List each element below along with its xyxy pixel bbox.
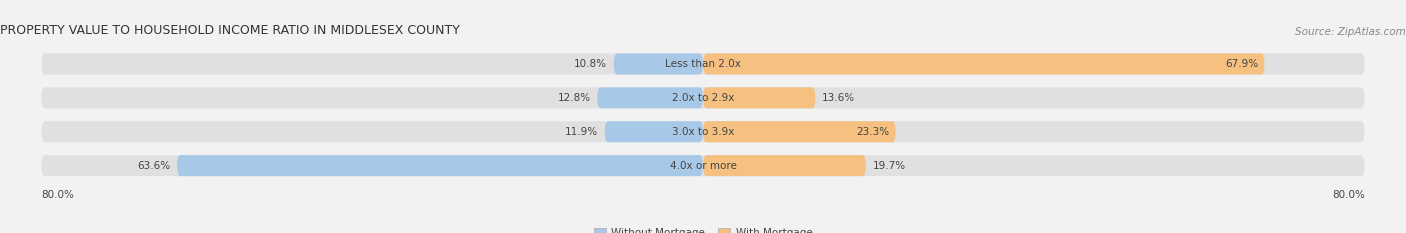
FancyBboxPatch shape	[703, 155, 866, 176]
Text: 10.8%: 10.8%	[574, 59, 607, 69]
FancyBboxPatch shape	[41, 53, 1365, 75]
FancyBboxPatch shape	[41, 87, 1365, 108]
Text: 13.6%: 13.6%	[823, 93, 855, 103]
Text: 12.8%: 12.8%	[557, 93, 591, 103]
FancyBboxPatch shape	[703, 53, 1264, 75]
Text: 3.0x to 3.9x: 3.0x to 3.9x	[672, 127, 734, 137]
Text: PROPERTY VALUE TO HOUSEHOLD INCOME RATIO IN MIDDLESEX COUNTY: PROPERTY VALUE TO HOUSEHOLD INCOME RATIO…	[0, 24, 460, 37]
Text: 80.0%: 80.0%	[41, 190, 75, 200]
FancyBboxPatch shape	[613, 53, 703, 75]
Text: 23.3%: 23.3%	[856, 127, 889, 137]
FancyBboxPatch shape	[703, 87, 815, 108]
Text: 2.0x to 2.9x: 2.0x to 2.9x	[672, 93, 734, 103]
FancyBboxPatch shape	[605, 121, 703, 142]
Text: 80.0%: 80.0%	[1331, 190, 1365, 200]
Text: 4.0x or more: 4.0x or more	[669, 161, 737, 171]
FancyBboxPatch shape	[703, 121, 896, 142]
FancyBboxPatch shape	[598, 87, 703, 108]
FancyBboxPatch shape	[41, 155, 1365, 176]
FancyBboxPatch shape	[41, 121, 1365, 142]
FancyBboxPatch shape	[177, 155, 703, 176]
Text: Less than 2.0x: Less than 2.0x	[665, 59, 741, 69]
Legend: Without Mortgage, With Mortgage: Without Mortgage, With Mortgage	[589, 224, 817, 233]
Text: 11.9%: 11.9%	[565, 127, 598, 137]
Text: 67.9%: 67.9%	[1225, 59, 1258, 69]
Text: 19.7%: 19.7%	[873, 161, 905, 171]
Text: 63.6%: 63.6%	[138, 161, 170, 171]
Text: Source: ZipAtlas.com: Source: ZipAtlas.com	[1295, 27, 1406, 37]
